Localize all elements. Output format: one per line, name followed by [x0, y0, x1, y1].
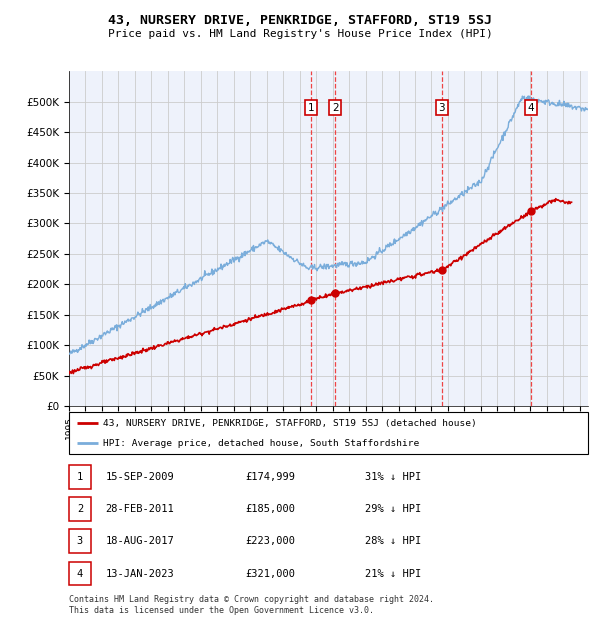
Text: 4: 4: [527, 103, 535, 113]
Text: 28-FEB-2011: 28-FEB-2011: [106, 504, 174, 514]
Text: 1: 1: [77, 472, 83, 482]
Text: 21% ↓ HPI: 21% ↓ HPI: [365, 569, 421, 578]
Text: £174,999: £174,999: [245, 472, 295, 482]
Text: 28% ↓ HPI: 28% ↓ HPI: [365, 536, 421, 546]
Text: 4: 4: [77, 569, 83, 578]
Text: 3: 3: [77, 536, 83, 546]
Text: 13-JAN-2023: 13-JAN-2023: [106, 569, 174, 578]
FancyBboxPatch shape: [69, 412, 588, 454]
Text: £185,000: £185,000: [245, 504, 295, 514]
Text: 15-SEP-2009: 15-SEP-2009: [106, 472, 174, 482]
Text: Price paid vs. HM Land Registry's House Price Index (HPI): Price paid vs. HM Land Registry's House …: [107, 29, 493, 39]
FancyBboxPatch shape: [69, 497, 91, 521]
FancyBboxPatch shape: [69, 562, 91, 585]
Text: 43, NURSERY DRIVE, PENKRIDGE, STAFFORD, ST19 5SJ (detached house): 43, NURSERY DRIVE, PENKRIDGE, STAFFORD, …: [103, 419, 476, 428]
Text: 2: 2: [332, 103, 338, 113]
Text: 31% ↓ HPI: 31% ↓ HPI: [365, 472, 421, 482]
Text: 2: 2: [77, 504, 83, 514]
Text: 3: 3: [439, 103, 445, 113]
FancyBboxPatch shape: [69, 529, 91, 553]
FancyBboxPatch shape: [69, 465, 91, 489]
Text: Contains HM Land Registry data © Crown copyright and database right 2024.
This d: Contains HM Land Registry data © Crown c…: [69, 595, 434, 614]
Text: 1: 1: [308, 103, 314, 113]
Text: £223,000: £223,000: [245, 536, 295, 546]
Text: 29% ↓ HPI: 29% ↓ HPI: [365, 504, 421, 514]
Text: 43, NURSERY DRIVE, PENKRIDGE, STAFFORD, ST19 5SJ: 43, NURSERY DRIVE, PENKRIDGE, STAFFORD, …: [108, 14, 492, 27]
Text: £321,000: £321,000: [245, 569, 295, 578]
Text: 18-AUG-2017: 18-AUG-2017: [106, 536, 174, 546]
Text: HPI: Average price, detached house, South Staffordshire: HPI: Average price, detached house, Sout…: [103, 439, 419, 448]
